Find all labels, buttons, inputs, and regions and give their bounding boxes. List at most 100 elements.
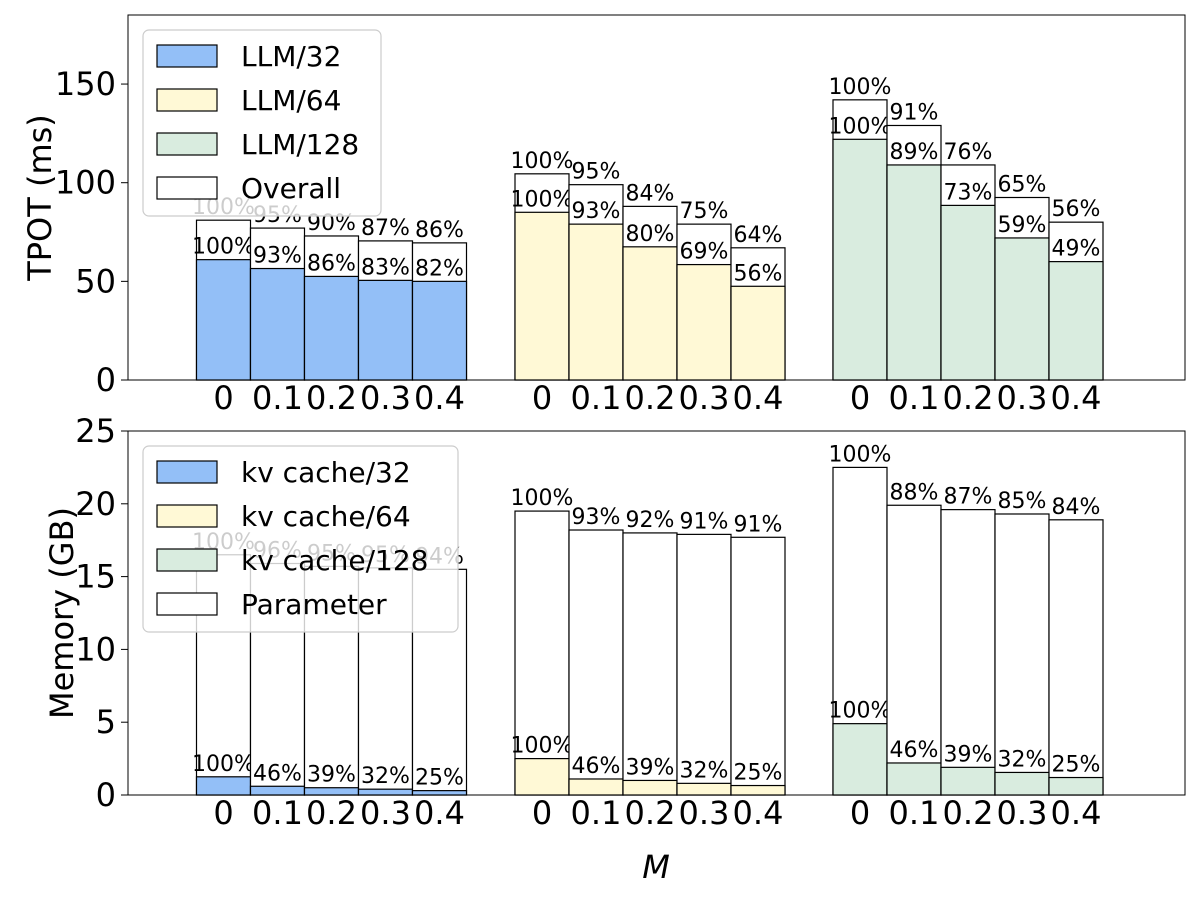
inner-percent-label: 80% <box>626 222 675 247</box>
total-percent-label: 87% <box>361 216 410 241</box>
bar-inner <box>195 259 252 381</box>
inner-percent-label: 100% <box>829 114 892 139</box>
legend-swatch <box>156 88 218 112</box>
y-tick-label: 50 <box>75 262 116 300</box>
x-tick-label: 0.4 <box>733 794 784 832</box>
x-axis-label: M <box>642 848 670 886</box>
legend-swatch <box>156 132 218 156</box>
bar-inner <box>940 204 996 381</box>
inner-percent-label: 100% <box>192 752 255 777</box>
y-tick-label: 10 <box>75 630 116 668</box>
bar-inner <box>622 779 678 796</box>
inner-percent-label: 32% <box>680 758 729 783</box>
bar-inner <box>357 279 414 381</box>
legend-swatch <box>156 548 218 572</box>
inner-percent-label: 86% <box>307 251 356 276</box>
x-tick-label: 0.3 <box>360 794 411 832</box>
total-percent-label: 100% <box>829 442 892 467</box>
bar-inner <box>730 285 786 381</box>
x-tick-label: 0.4 <box>414 794 465 832</box>
y-tick-label: 5 <box>96 703 116 741</box>
total-percent-label: 64% <box>734 223 783 248</box>
total-percent-label: 84% <box>1052 495 1101 520</box>
legend: kv cache/32 kv cache/64 kv cache/128 Parame… <box>142 445 459 633</box>
legend-swatch <box>156 504 218 528</box>
y-tick-label: 25 <box>75 412 116 450</box>
legend-label: kv cache/64 <box>241 500 411 533</box>
bar-total <box>994 513 1050 796</box>
x-tick-label: 0.4 <box>1051 794 1102 832</box>
bar-total <box>730 536 786 796</box>
bar-inner <box>514 757 570 796</box>
y-axis-label: TPOT (ms) <box>21 114 59 282</box>
inner-percent-label: 32% <box>361 764 410 789</box>
legend-swatch <box>156 460 218 484</box>
inner-percent-label: 46% <box>890 738 939 763</box>
bar-inner <box>1048 776 1104 796</box>
total-percent-label: 100% <box>829 75 892 100</box>
x-tick-label: 0.2 <box>306 379 357 417</box>
legend-box <box>142 29 382 217</box>
bar-inner <box>994 237 1050 381</box>
bar-inner <box>940 766 996 796</box>
total-percent-label: 86% <box>415 218 464 243</box>
inner-percent-label: 39% <box>626 755 675 780</box>
inner-percent-label: 82% <box>415 256 464 281</box>
bar-inner <box>886 164 942 381</box>
inner-percent-label: 100% <box>511 734 574 759</box>
y-tick-label: 100 <box>55 164 116 202</box>
bar-inner <box>832 723 888 796</box>
legend-label: LLM/64 <box>241 84 341 117</box>
total-percent-label: 65% <box>998 173 1047 198</box>
bar-inner <box>994 771 1050 796</box>
inner-percent-label: 59% <box>998 213 1047 238</box>
inner-percent-label: 83% <box>361 255 410 280</box>
x-tick-label: 0.3 <box>997 379 1048 417</box>
y-tick-label: 0 <box>96 776 116 814</box>
x-tick-label: 0.2 <box>306 794 357 832</box>
x-tick-label: 0 <box>850 794 870 832</box>
inner-percent-label: 89% <box>890 140 939 165</box>
inner-percent-label: 93% <box>572 199 621 224</box>
legend-swatch <box>156 592 218 616</box>
inner-percent-label: 46% <box>572 754 621 779</box>
x-tick-label: 0.1 <box>252 794 303 832</box>
inner-percent-label: 100% <box>192 235 255 260</box>
bar-total <box>886 504 942 796</box>
x-tick-label: 0.3 <box>679 379 730 417</box>
inner-percent-label: 49% <box>1052 237 1101 262</box>
x-tick-label: 0 <box>532 794 552 832</box>
total-percent-label: 75% <box>680 199 729 224</box>
total-percent-label: 100% <box>511 486 574 511</box>
bar-inner <box>676 263 732 381</box>
legend-swatch <box>156 176 218 200</box>
bar-inner <box>303 275 360 381</box>
bar-inner <box>411 790 468 796</box>
x-tick-label: 0 <box>213 794 233 832</box>
x-tick-label: 0.3 <box>360 379 411 417</box>
bar-total <box>676 533 732 796</box>
bar-inner <box>1048 261 1104 381</box>
x-tick-label: 0 <box>850 379 870 417</box>
legend-label: Overall <box>241 172 341 205</box>
inner-percent-label: 25% <box>1052 753 1101 778</box>
total-percent-label: 95% <box>572 160 621 185</box>
y-tick-label: 0 <box>96 361 116 399</box>
total-percent-label: 87% <box>944 485 993 510</box>
inner-percent-label: 39% <box>307 763 356 788</box>
total-percent-label: 91% <box>680 509 729 534</box>
x-tick-label: 0.2 <box>943 379 994 417</box>
y-tick-label: 150 <box>55 65 116 103</box>
inner-percent-label: 100% <box>511 187 574 212</box>
y-tick-label: 20 <box>75 485 116 523</box>
bar-inner <box>886 762 942 796</box>
total-percent-label: 56% <box>1052 197 1101 222</box>
x-tick-label: 0.1 <box>571 794 622 832</box>
total-percent-label: 91% <box>890 100 939 125</box>
legend-label: LLM/128 <box>241 128 359 161</box>
total-percent-label: 88% <box>890 480 939 505</box>
bar-total <box>514 510 570 796</box>
x-tick-label: 0.4 <box>1051 379 1102 417</box>
